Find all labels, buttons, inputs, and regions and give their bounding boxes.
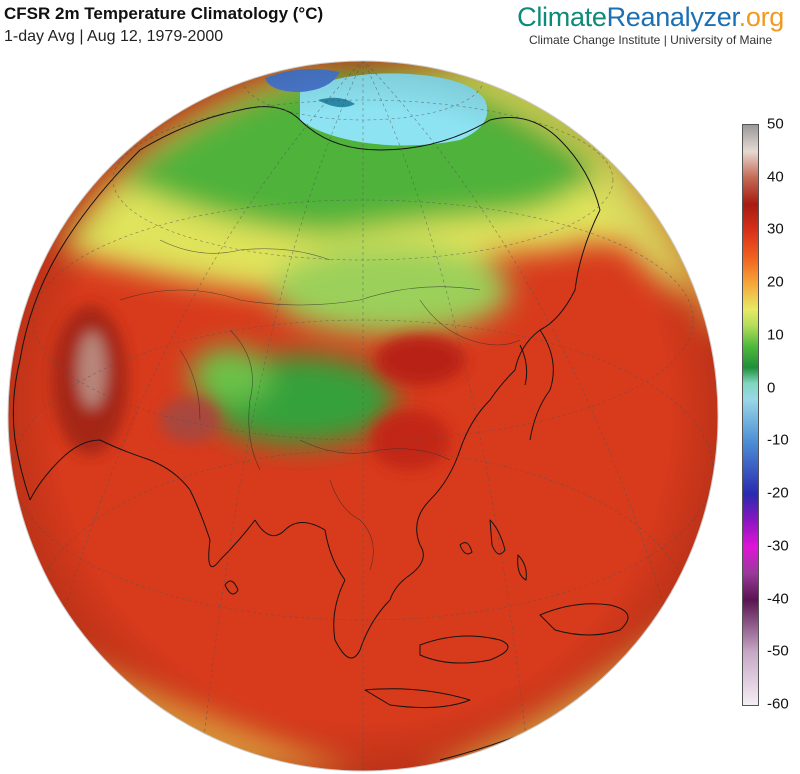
brand-name: ClimateReanalyzer.org: [517, 2, 784, 32]
colorbar-tick-label: -30: [767, 537, 789, 555]
colorbar-tick-label: -60: [767, 695, 789, 713]
brand-name-part2: Reanalyzer: [606, 2, 739, 32]
temperature-colorbar: [742, 124, 759, 706]
colorbar-tick-label: -10: [767, 431, 789, 449]
globe-map: [7, 60, 719, 772]
brand-name-part1: Climate: [517, 2, 607, 32]
colorbar-tick-label: 40: [767, 168, 784, 186]
colorbar-tick-label: 20: [767, 273, 784, 291]
brand-tagline: Climate Change Institute | University of…: [528, 33, 773, 47]
temperature-field: [8, 61, 718, 771]
colorbar-tick-label: 10: [767, 326, 784, 344]
map-title: CFSR 2m Temperature Climatology (°C): [4, 4, 324, 23]
colorbar-tick-label: -20: [767, 484, 789, 502]
brand-logo[interactable]: ClimateReanalyzer.org Climate Change Ins…: [517, 2, 784, 47]
colorbar-tick-label: -50: [767, 642, 789, 660]
map-subtitle: 1-day Avg | Aug 12, 1979-2000: [4, 28, 224, 45]
brand-name-part3: .org: [738, 2, 785, 32]
colorbar-tick-label: 0: [767, 379, 776, 397]
colorbar-tick-label: 30: [767, 220, 784, 238]
colorbar-tick-label: -40: [767, 590, 789, 608]
colorbar-tick-label: 50: [767, 115, 784, 133]
